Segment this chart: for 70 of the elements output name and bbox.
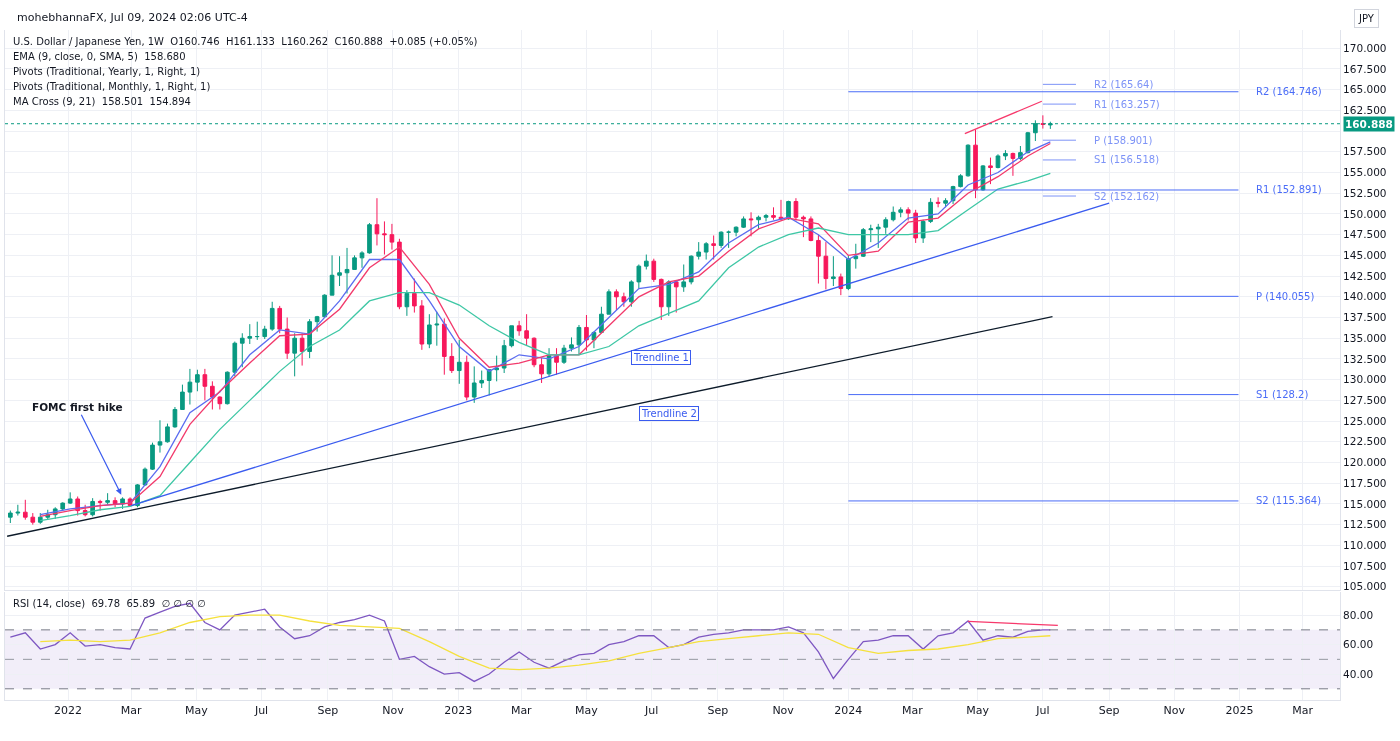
x-tick-label: Mar: [902, 704, 924, 718]
series-label: R1 (163.257): [1094, 99, 1160, 110]
y-tick-label: 110.000: [1343, 539, 1387, 552]
annotation: Trendline 2: [641, 408, 697, 419]
y-tick-label: 137.500: [1343, 311, 1387, 324]
y-tick-label: 145.000: [1343, 249, 1387, 262]
annotation: Trendline 1: [633, 352, 689, 363]
text: mohebhannaFX, Jul 09, 2024 02:06 UTC-4: [17, 11, 248, 24]
y-tick-label: 122.500: [1343, 435, 1387, 448]
x-tick-label: May: [575, 704, 599, 718]
y-tick-label: 117.500: [1343, 476, 1387, 489]
series-label: R2 (164.746): [1256, 86, 1322, 97]
series-label: S1 (128.2): [1256, 389, 1309, 400]
y-tick-label: 112.500: [1343, 518, 1387, 531]
y-tick-label: 155.000: [1343, 166, 1387, 179]
text: U.S. Dollar / Japanese Yen, 1W O160.746 H161.133 L160.262 C160.888 +0.085 (+0.05%): [13, 36, 478, 47]
series-label: S2 (115.364): [1256, 495, 1322, 506]
x-tick-label: Nov: [772, 704, 795, 718]
y-tick-label: 162.500: [1343, 104, 1387, 117]
x-tick-label: 2024: [834, 704, 863, 718]
y-tick-label: 170.000: [1343, 41, 1387, 54]
y-tick-label: 152.500: [1343, 186, 1387, 199]
x-tick-label: Nov: [382, 704, 405, 718]
x-tick-label: 2025: [1225, 704, 1254, 718]
series-label: R2 (165.64): [1094, 79, 1154, 90]
x-tick-label: 2023: [444, 704, 473, 718]
annotation: MA Cross (9, 21) 158.501 154.894: [13, 96, 191, 107]
x-tick-label: May: [184, 704, 209, 718]
y-tick-label: 40.00: [1343, 667, 1374, 680]
x-tick-label: Sep: [317, 704, 339, 718]
y-tick-label: 115.000: [1343, 497, 1387, 510]
x-tick-label: Sep: [707, 704, 729, 718]
ref-line-label: 160.888: [1345, 118, 1393, 130]
y-tick-label: 142.500: [1343, 269, 1387, 282]
series-label: P (140.055): [1256, 291, 1315, 302]
y-axis-title: JPY: [1358, 13, 1375, 24]
annotation: Pivots (Traditional, Yearly, 1, Right, 1): [13, 66, 201, 77]
x-tick-label: May: [966, 704, 990, 718]
x-tick-label: 2022: [54, 704, 83, 718]
series-label: S2 (152.162): [1094, 191, 1160, 202]
y-tick-label: 167.500: [1343, 62, 1387, 75]
y-tick-label: 127.500: [1343, 394, 1387, 407]
y-tick-label: 105.000: [1343, 580, 1387, 593]
x-tick-label: Mar: [1292, 704, 1314, 718]
annotation: FOMC first hike: [32, 401, 123, 413]
y-tick-label: 140.000: [1343, 290, 1387, 303]
annotation: EMA (9, close, 0, SMA, 5) 158.680: [13, 51, 186, 62]
x-tick-label: Jul: [1035, 704, 1050, 718]
x-tick-label: Sep: [1098, 704, 1120, 718]
x-tick-label: Jul: [253, 704, 269, 718]
y-tick-label: 135.000: [1343, 331, 1387, 344]
y-tick-label: 125.000: [1343, 414, 1387, 427]
x-tick-label: Mar: [120, 704, 142, 718]
y-tick-label: 150.000: [1343, 207, 1387, 220]
y-tick-label: 132.500: [1343, 352, 1387, 365]
series-label: P (158.901): [1094, 135, 1153, 146]
y-tick-label: 107.500: [1343, 559, 1387, 572]
y-tick-label: 157.500: [1343, 145, 1387, 158]
y-tick-label: 120.000: [1343, 456, 1387, 469]
annotation: Pivots (Traditional, Monthly, 1, Right, 1): [13, 81, 211, 92]
series-label: R1 (152.891): [1256, 184, 1322, 195]
y-tick-label: 130.000: [1343, 373, 1387, 386]
x-tick-label: Nov: [1163, 704, 1186, 718]
y-tick-label: 147.500: [1343, 228, 1387, 241]
y-tick-label: 80.00: [1343, 608, 1374, 621]
x-tick-label: Jul: [644, 704, 659, 718]
y-tick-label: 60.00: [1343, 638, 1374, 651]
x-tick-label: Mar: [510, 704, 533, 718]
y-tick-label: 165.000: [1343, 83, 1387, 96]
series-label: S1 (156.518): [1094, 154, 1160, 165]
